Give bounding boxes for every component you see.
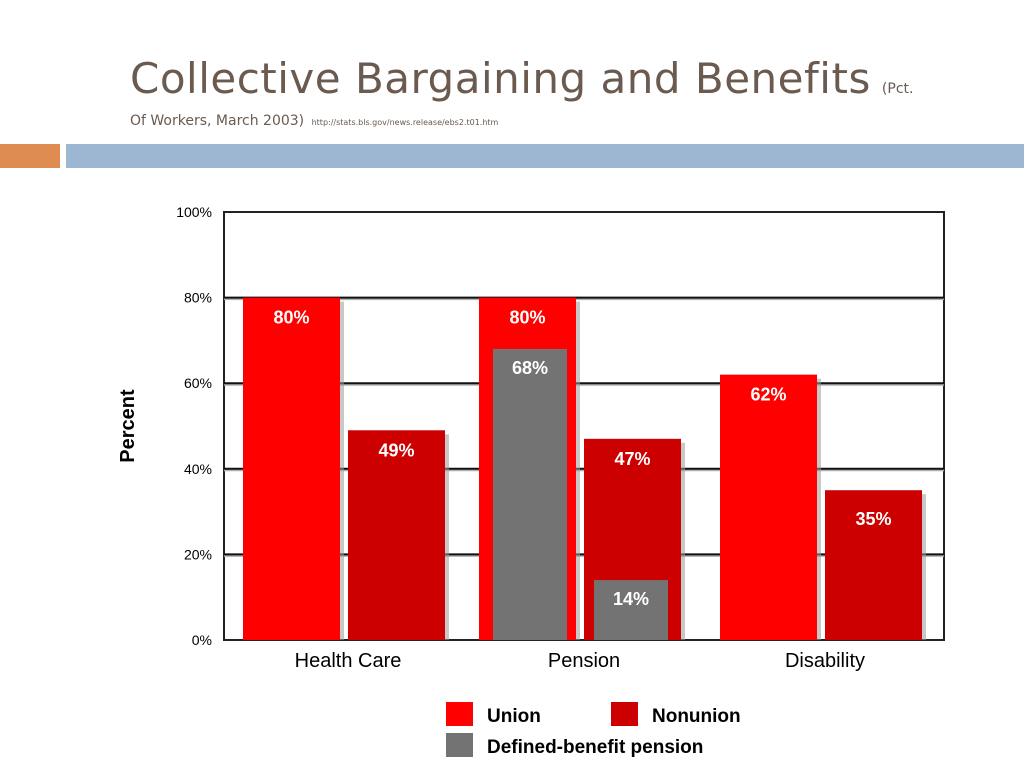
y-tick-label: 20% xyxy=(184,546,212,562)
y-axis-title: Percent xyxy=(117,389,139,463)
bar-defined-benefit-0 xyxy=(493,348,567,640)
legend-label-nonunion: Nonunion xyxy=(652,706,741,727)
data-label-nonunion-pension: 47% xyxy=(614,449,650,469)
bar-nonunion-disability xyxy=(825,490,922,640)
data-label-union-pension: 80% xyxy=(509,308,545,328)
bar-nonunion-health-care xyxy=(348,430,445,640)
x-category-label-disability: Disability xyxy=(785,650,865,672)
bar-union-health-care xyxy=(243,297,340,640)
data-label-defined-benefit-1: 14% xyxy=(613,589,649,609)
accent-band-orange xyxy=(0,144,60,168)
y-tick-label: 40% xyxy=(184,461,212,477)
y-tick-label: 0% xyxy=(192,632,212,648)
data-label-union-disability: 62% xyxy=(750,385,786,405)
data-label-nonunion-disability: 35% xyxy=(855,509,891,529)
bar-defined-benefit-1 xyxy=(594,580,668,640)
x-category-label-pension: Pension xyxy=(548,650,620,672)
data-label-nonunion-health-care: 49% xyxy=(378,440,414,460)
legend-label-defined-benefit-pension: Defined-benefit pension xyxy=(487,737,703,758)
y-tick-label: 60% xyxy=(184,375,212,391)
slide-title-line: Collective Bargaining and Benefits (Pct. xyxy=(130,58,1010,100)
data-label-defined-benefit-0: 68% xyxy=(512,358,548,378)
slide-subtitle-part1: (Pct. xyxy=(881,81,914,97)
legend-label-union: Union xyxy=(487,706,541,727)
bar-union-disability xyxy=(720,374,817,640)
slide-title-block: Collective Bargaining and Benefits (Pct.… xyxy=(130,58,1010,143)
slide-subtitle-line: Of Workers, March 2003) http://stats.bls… xyxy=(130,113,1010,129)
slide-title: Collective Bargaining and Benefits xyxy=(130,54,871,103)
y-tick-label: 80% xyxy=(184,290,212,306)
legend-swatch-defined-benefit-pension xyxy=(446,733,473,757)
slide-subtitle-part2: Of Workers, March 2003) xyxy=(130,113,305,129)
accent-band-blue xyxy=(66,144,1024,168)
x-category-label-health-care: Health Care xyxy=(295,650,402,672)
data-label-union-health-care: 80% xyxy=(273,308,309,328)
y-tick-label: 100% xyxy=(176,204,212,220)
legend-swatch-union xyxy=(446,702,473,726)
source-url: http://stats.bls.gov/news.release/ebs2.t… xyxy=(311,118,499,127)
legend-swatch-nonunion xyxy=(611,702,638,726)
